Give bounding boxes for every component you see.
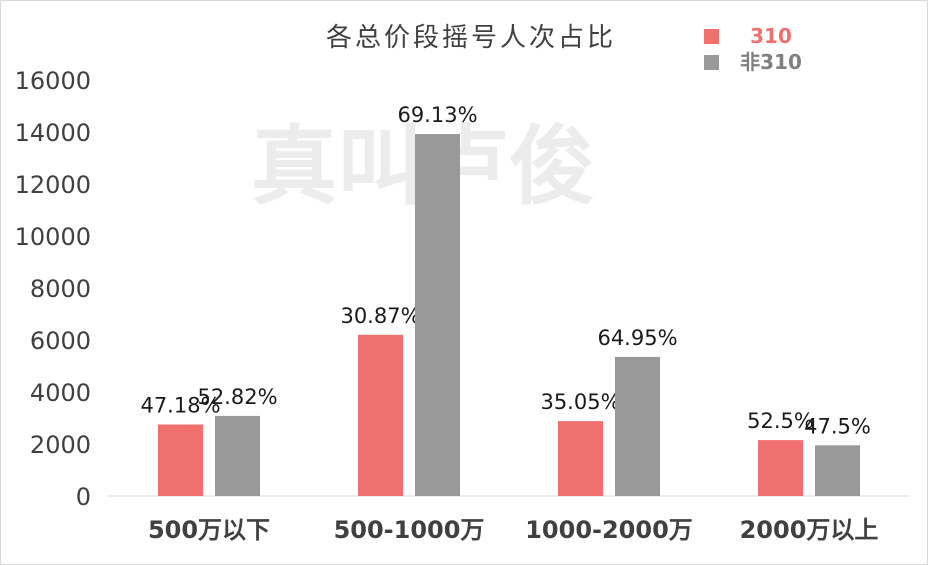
bar-series-310 (558, 421, 603, 496)
legend-label: 310 (750, 24, 792, 48)
data-label: 47.18% (140, 394, 220, 418)
data-label: 47.5% (804, 414, 871, 438)
y-tick-label: 12000 (15, 171, 91, 199)
y-tick-label: 6000 (30, 327, 91, 355)
chart-title: 各总价段摇号人次占比 (326, 23, 616, 53)
bar-series-non310 (215, 415, 260, 496)
y-tick-label: 8000 (30, 275, 91, 303)
data-label: 69.13% (397, 103, 477, 127)
y-tick-label: 2000 (30, 431, 91, 459)
y-tick-label: 16000 (15, 67, 91, 95)
y-tick-label: 10000 (15, 223, 91, 251)
bar-series-310 (358, 334, 403, 496)
bar-series-non310 (815, 445, 860, 496)
x-tick-label: 2000万以上 (740, 516, 879, 544)
x-tick-label: 1000-2000万 (525, 516, 693, 544)
x-axis: 500万以下 500-1000万 1000-2000万 2000万以上 (148, 516, 878, 544)
data-label: 52.82% (197, 385, 277, 409)
legend-swatch (704, 55, 719, 70)
y-tick-label: 4000 (30, 379, 91, 407)
bar-series-non310 (615, 356, 660, 496)
bars: 47.18%52.82% 30.87% 69.13% 35.05% 64.95% 52.5… (140, 103, 871, 496)
data-label: 64.95% (597, 326, 677, 350)
data-label: 35.05% (540, 390, 620, 414)
y-tick-label: 14000 (15, 119, 91, 147)
data-label: 30.87% (340, 304, 420, 328)
bar-series-310 (158, 424, 203, 496)
y-axis: 0 2000 4000 6000 8000 10000 12000 14000 16000 (15, 67, 91, 511)
legend-label: 非310 (740, 50, 802, 74)
bar-series-310 (758, 440, 803, 496)
x-tick-label: 500万以下 (148, 516, 270, 544)
legend-swatch (704, 29, 719, 44)
y-tick-label: 0 (76, 483, 91, 511)
data-label: 52.5% (747, 409, 814, 433)
x-tick-label: 500-1000万 (334, 516, 485, 544)
bar-series-non310 (415, 134, 460, 496)
